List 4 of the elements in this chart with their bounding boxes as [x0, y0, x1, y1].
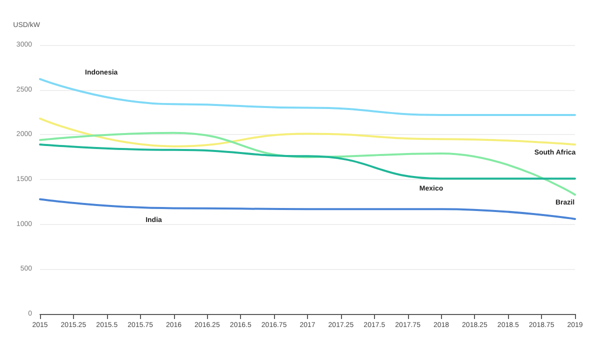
- line-series: [39, 132, 576, 196]
- line-series: [39, 118, 576, 148]
- line-series: [39, 144, 576, 180]
- line-series: [39, 78, 576, 116]
